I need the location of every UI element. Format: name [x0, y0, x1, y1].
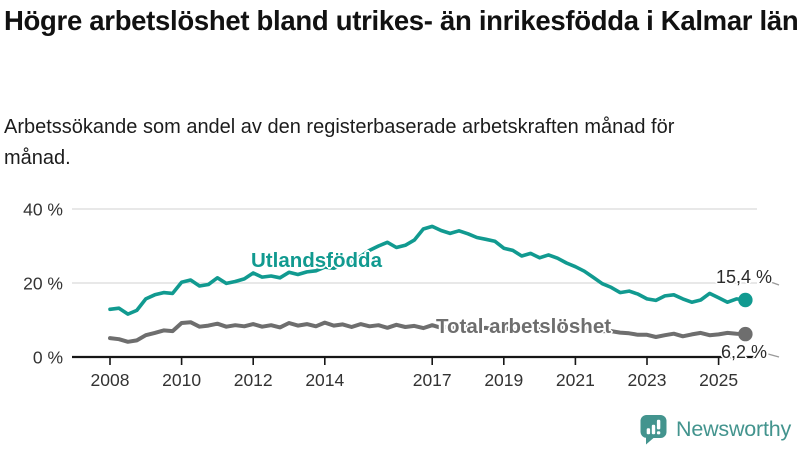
newsworthy-logo[interactable]: Newsworthy	[639, 414, 791, 445]
end-value-label-total: 6,2 %	[721, 342, 768, 362]
end-value-label-utlandsfodda: 15,4 %	[716, 267, 773, 287]
newsworthy-logo-icon	[640, 415, 667, 445]
series-line-utlandsfodda	[108, 224, 748, 316]
x-tick-label: 2017	[413, 370, 452, 390]
x-tick-label: 2025	[699, 370, 738, 390]
y-tick-label: 40 %	[23, 200, 63, 220]
series-line-total	[108, 320, 748, 344]
x-tick-label: 2008	[91, 370, 130, 390]
value-leader-line	[767, 280, 780, 286]
series-end-dot-total	[738, 326, 753, 342]
x-tick-label: 2010	[162, 370, 201, 390]
x-tick-label: 2019	[484, 370, 523, 390]
line-chart-canvas: 0 % 20 % 40 % 2008 2010 2012 2014 2017 2019 2021 2…	[23, 200, 780, 390]
x-tick-label: 2021	[556, 370, 595, 390]
series-end-dot-utlandsfodda	[738, 292, 753, 308]
x-tick-label: 2012	[234, 370, 273, 390]
x-tick-label: 2014	[305, 370, 344, 390]
y-tick-label: 0 %	[33, 348, 63, 368]
series-label-utlandsfodda: Utlandsfödda	[251, 249, 382, 272]
x-tick-label: 2023	[628, 370, 667, 390]
chart-title: Högre arbetslöshet bland utrikes- än inr…	[4, 5, 799, 36]
value-leader-line	[767, 353, 780, 358]
chart-subtitle: Arbetssökande som andel av den registerb…	[4, 116, 675, 169]
y-tick-label: 20 %	[23, 274, 63, 294]
newsworthy-logo-text: Newsworthy	[676, 417, 792, 441]
series-label-total-arbetsloshet: Total arbetslöshet	[436, 315, 612, 338]
